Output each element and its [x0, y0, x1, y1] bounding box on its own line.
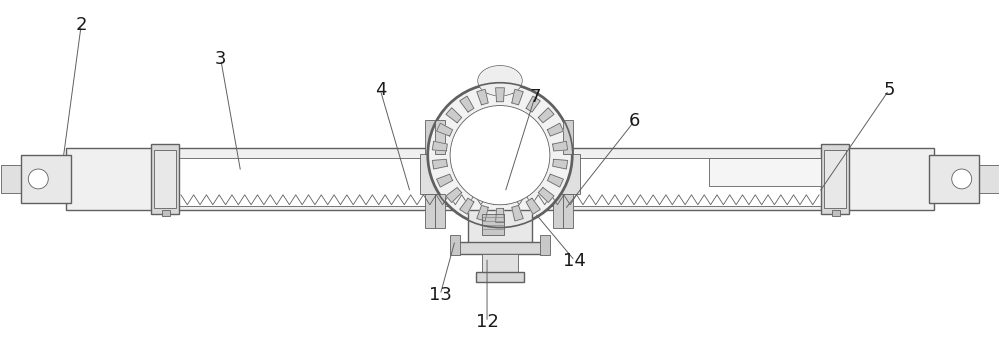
Bar: [482, 254, 518, 274]
Bar: [425, 120, 435, 154]
Bar: [21, 155, 71, 203]
Polygon shape: [437, 174, 453, 187]
Circle shape: [428, 84, 572, 227]
Bar: [468, 210, 532, 245]
Text: 4: 4: [375, 81, 386, 99]
Polygon shape: [512, 205, 523, 221]
Bar: [824, 150, 846, 208]
Ellipse shape: [478, 66, 522, 96]
Circle shape: [500, 74, 520, 94]
Bar: [929, 155, 979, 203]
Text: 6: 6: [629, 112, 640, 130]
Bar: [832, 210, 840, 216]
Polygon shape: [446, 108, 462, 123]
Bar: [452, 243, 548, 254]
Polygon shape: [477, 89, 488, 105]
Text: 3: 3: [215, 51, 227, 68]
Polygon shape: [496, 88, 504, 102]
Bar: [1, 165, 23, 193]
Circle shape: [28, 169, 48, 189]
Text: 12: 12: [476, 313, 498, 331]
Polygon shape: [526, 96, 540, 112]
Text: 5: 5: [883, 81, 895, 99]
Bar: [435, 194, 445, 227]
Circle shape: [480, 74, 500, 94]
Text: 14: 14: [563, 252, 586, 270]
Polygon shape: [553, 159, 568, 169]
Polygon shape: [446, 187, 462, 203]
Polygon shape: [512, 89, 523, 105]
Bar: [420, 154, 452, 194]
Bar: [540, 236, 550, 255]
Text: 7: 7: [529, 88, 541, 106]
Bar: [450, 236, 460, 255]
Bar: [162, 210, 170, 216]
Polygon shape: [547, 174, 563, 187]
Polygon shape: [460, 198, 474, 214]
Polygon shape: [553, 141, 568, 151]
Bar: [709, 158, 821, 186]
Bar: [179, 158, 821, 206]
Polygon shape: [526, 198, 540, 214]
Text: 13: 13: [429, 286, 452, 304]
Polygon shape: [432, 141, 447, 151]
Bar: [563, 194, 573, 227]
Polygon shape: [460, 96, 474, 112]
Bar: [476, 272, 524, 282]
Bar: [548, 154, 580, 194]
Polygon shape: [432, 159, 447, 169]
Bar: [553, 120, 563, 154]
Bar: [66, 148, 934, 210]
Circle shape: [952, 169, 972, 189]
Ellipse shape: [478, 66, 522, 96]
Bar: [151, 144, 179, 214]
Polygon shape: [437, 123, 453, 136]
Polygon shape: [496, 208, 504, 223]
Circle shape: [490, 74, 510, 94]
Bar: [425, 194, 435, 227]
Bar: [435, 120, 445, 154]
Bar: [154, 150, 176, 208]
Text: 2: 2: [75, 16, 87, 34]
Polygon shape: [538, 187, 554, 203]
Bar: [553, 194, 563, 227]
Polygon shape: [547, 123, 563, 136]
Circle shape: [450, 106, 550, 205]
Polygon shape: [538, 108, 554, 123]
Bar: [563, 120, 573, 154]
Bar: [482, 214, 504, 236]
Bar: [821, 144, 849, 214]
Polygon shape: [477, 205, 488, 221]
Bar: [977, 165, 999, 193]
